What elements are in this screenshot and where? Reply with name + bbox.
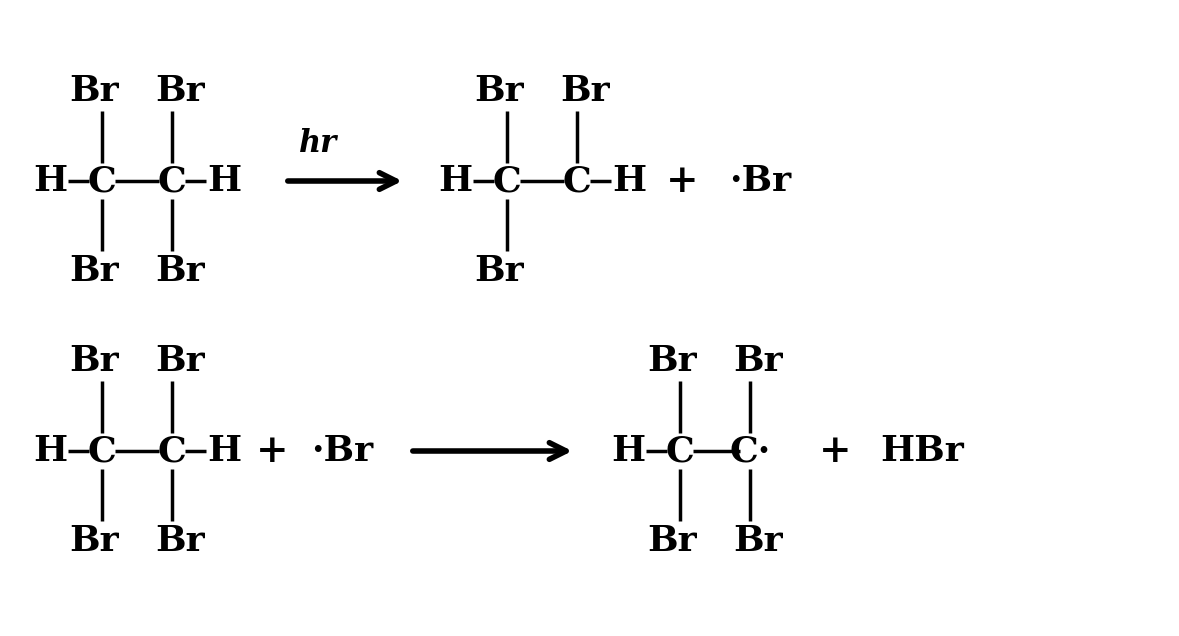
Text: C: C xyxy=(158,434,186,468)
Text: HBr: HBr xyxy=(881,434,964,468)
Text: Br: Br xyxy=(474,254,523,288)
Text: Br: Br xyxy=(647,524,697,558)
Text: Br: Br xyxy=(70,344,119,378)
Text: C: C xyxy=(87,164,117,198)
Text: C: C xyxy=(493,164,521,198)
Text: Br: Br xyxy=(70,74,119,108)
Text: Br: Br xyxy=(70,254,119,288)
Text: Br: Br xyxy=(156,254,205,288)
Text: +: + xyxy=(256,432,289,470)
Text: C: C xyxy=(666,434,694,468)
Text: C: C xyxy=(87,434,117,468)
Text: Br: Br xyxy=(156,344,205,378)
Text: Br: Br xyxy=(474,74,523,108)
Text: C·: C· xyxy=(730,434,771,468)
Text: Br: Br xyxy=(733,524,783,558)
Text: +: + xyxy=(818,432,851,470)
Text: hr: hr xyxy=(298,127,337,158)
Text: ·Br: ·Br xyxy=(311,434,373,468)
Text: Br: Br xyxy=(647,344,697,378)
Text: ·Br: ·Br xyxy=(729,164,791,198)
Text: Br: Br xyxy=(156,524,205,558)
Text: Br: Br xyxy=(70,524,119,558)
Text: H: H xyxy=(612,164,646,198)
Text: C: C xyxy=(158,164,186,198)
Text: Br: Br xyxy=(733,344,783,378)
Text: H: H xyxy=(33,164,67,198)
Text: H: H xyxy=(208,164,241,198)
Text: H: H xyxy=(437,164,472,198)
Text: +: + xyxy=(666,162,698,200)
Text: C: C xyxy=(562,164,592,198)
Text: H: H xyxy=(208,434,241,468)
Text: H: H xyxy=(33,434,67,468)
Text: Br: Br xyxy=(156,74,205,108)
Text: Br: Br xyxy=(560,74,610,108)
Text: H: H xyxy=(611,434,645,468)
